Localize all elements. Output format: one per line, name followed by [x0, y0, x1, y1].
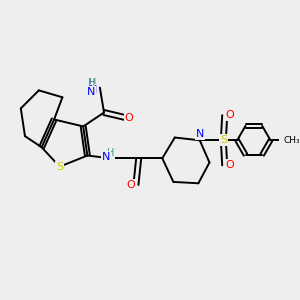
Text: N: N	[87, 87, 96, 97]
Text: O: O	[124, 113, 134, 123]
Text: S: S	[220, 135, 227, 145]
Text: N: N	[196, 129, 204, 139]
Text: H: H	[89, 78, 97, 88]
Text: H: H	[88, 78, 95, 88]
Text: S: S	[56, 162, 63, 172]
Text: O: O	[126, 180, 135, 190]
Text: N: N	[89, 85, 97, 95]
Text: CH₃: CH₃	[284, 136, 300, 145]
Text: H: H	[107, 148, 115, 158]
Text: O: O	[225, 160, 234, 170]
Text: O: O	[225, 110, 234, 120]
Text: N: N	[102, 152, 110, 162]
